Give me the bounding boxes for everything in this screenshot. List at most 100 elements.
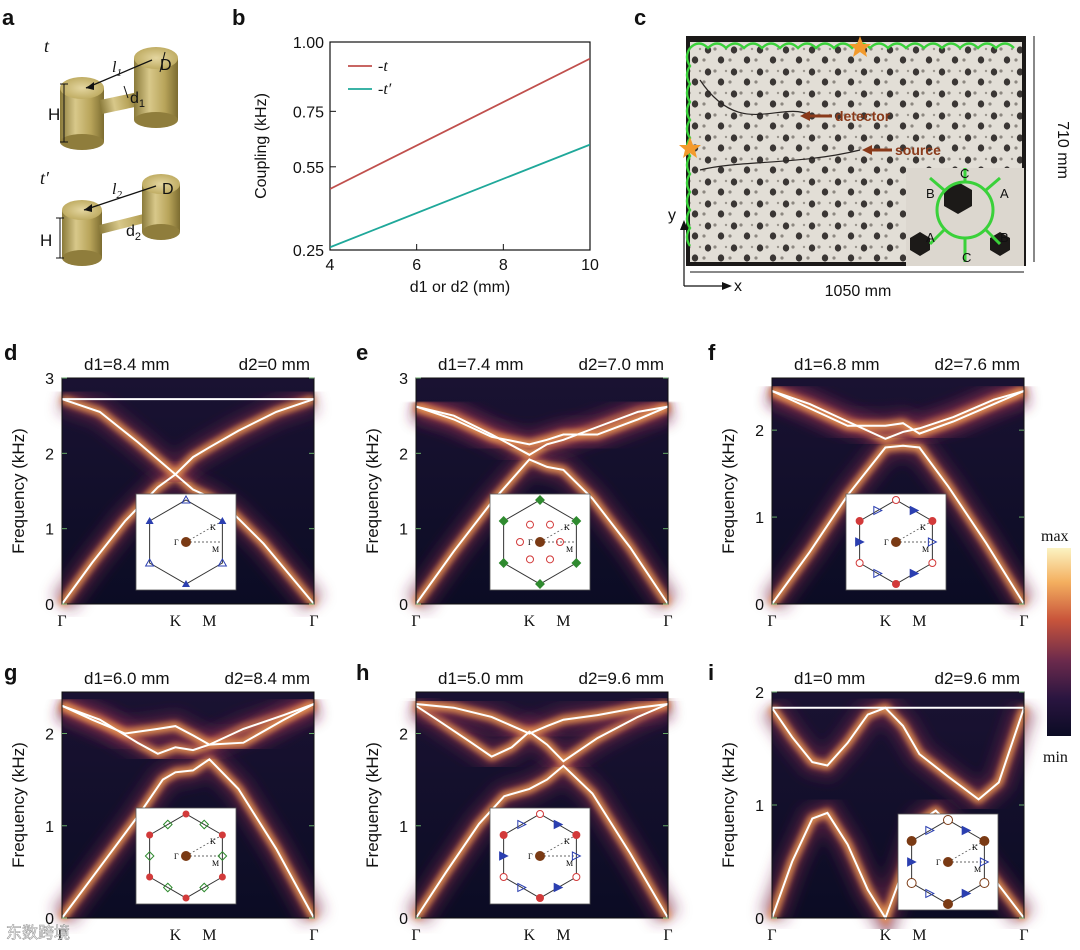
gamma-point — [181, 851, 191, 861]
xtick-label: Γ — [309, 927, 318, 944]
band-structure-panels: d d1=8.4 mm d2=0 mm 0 1 2 3 Γ K M Γ Frequency (kHz)… — [4, 340, 1037, 948]
ytick-label: 1 — [399, 522, 408, 539]
bz-marker — [943, 899, 953, 909]
site-A-right: A — [1000, 186, 1009, 201]
edge-top — [689, 42, 1015, 50]
bz-marker — [927, 537, 938, 547]
panel-a-letter: a — [2, 5, 15, 30]
ytick-label: 0 — [45, 597, 54, 614]
bz-gamma-label: Γ — [174, 538, 179, 547]
bz-marker — [556, 538, 565, 546]
plot-frame-d — [61, 377, 315, 605]
colorbar-max: max — [1041, 528, 1069, 545]
xtick-label: Γ — [767, 927, 776, 944]
ylabel-h: Frequency (kHz) — [363, 742, 382, 868]
l2-label: l2 — [112, 181, 122, 201]
site-C-top: C — [960, 166, 969, 181]
bz-marker — [961, 888, 972, 899]
xtick-label: M — [202, 927, 216, 944]
colorbar-gradient — [1047, 548, 1071, 736]
bz-marker — [892, 496, 900, 504]
title-right-g: d2=8.4 mm — [224, 669, 310, 688]
source-label: source — [895, 142, 941, 158]
panel-d: d d1=8.4 mm d2=0 mm 0 1 2 3 Γ K M Γ Frequency (kHz)… — [4, 340, 324, 630]
panel-a: a t H l1 D d1 t′ — [2, 5, 180, 266]
bz-marker — [499, 873, 508, 881]
title-left-d: d1=8.4 mm — [84, 355, 170, 374]
b-x-ticks: 4 6 8 10 — [326, 244, 599, 274]
panel-d-letter: d — [4, 340, 17, 365]
bz-marker — [571, 558, 582, 568]
xtick-label: K — [880, 927, 892, 944]
H-label-bottom: H — [40, 231, 52, 250]
ytick-label: 2 — [45, 727, 54, 744]
legend-t: -t — [378, 58, 388, 75]
plot-frame-g — [61, 691, 315, 919]
bz-gamma-label: Γ — [936, 858, 941, 867]
colorbar-min: min — [1043, 749, 1068, 766]
bz-marker — [182, 580, 190, 587]
ylabel-d: Frequency (kHz) — [9, 428, 28, 554]
H-label-top: H — [48, 105, 60, 124]
site-A-left: A — [926, 230, 935, 245]
tprime-label: t′ — [40, 168, 50, 188]
panel-i-letter: i — [708, 660, 714, 685]
b-legend: -t -t′ — [348, 58, 392, 98]
bz-marker — [572, 873, 581, 881]
bz-marker — [182, 894, 190, 902]
bz-marker — [909, 568, 920, 579]
bz-marker — [855, 537, 865, 547]
bz-marker — [146, 873, 154, 881]
bz-marker — [925, 888, 935, 899]
bz-marker — [144, 557, 155, 567]
xtick-label: Γ — [663, 613, 672, 630]
title-right-i: d2=9.6 mm — [934, 669, 1020, 688]
bz-marker — [217, 851, 228, 861]
title-left-f: d1=6.8 mm — [794, 355, 880, 374]
panel-i: i d1=0 mm d2=9.6 mm 0 1 2 Γ K M Γ Frequency (kHz) Γ… — [708, 660, 1037, 948]
ylabel-e: Frequency (kHz) — [363, 428, 382, 554]
b-xtick-label: 8 — [499, 257, 508, 274]
unit-cell-inset: C B A A B C — [906, 166, 1024, 266]
panel-c: c detector source C B A — [634, 5, 1071, 300]
ytick-label: 1 — [45, 522, 54, 539]
band-line-0 — [61, 473, 315, 605]
bz-marker — [855, 517, 864, 525]
bz-k-label: K — [564, 837, 570, 846]
bz-marker — [571, 516, 582, 526]
bz-gamma-label: Γ — [528, 538, 533, 547]
title-right-f: d2=7.6 mm — [934, 355, 1020, 374]
connector-top — [98, 91, 142, 115]
bz-marker — [199, 882, 210, 893]
bz-marker — [499, 851, 509, 861]
legend-tprime: -t′ — [378, 81, 392, 98]
xtick-label: M — [912, 613, 926, 630]
xtick-label: M — [912, 927, 926, 944]
title-right-d: d2=0 mm — [239, 355, 310, 374]
bz-gamma-label: Γ — [528, 852, 533, 861]
axis-y-label: y — [668, 207, 676, 224]
bz-m-label: M — [566, 545, 573, 554]
D-label-top: D — [160, 57, 172, 74]
bz-marker — [515, 538, 524, 546]
bz-marker — [907, 857, 917, 867]
bz-marker — [553, 882, 564, 893]
xtick-label: K — [524, 613, 536, 630]
bz-inset-box — [489, 493, 591, 591]
dimer-top: H l1 D d1 — [48, 47, 178, 150]
bz-marker — [525, 555, 534, 564]
xtick-label: M — [202, 613, 216, 630]
bz-marker — [218, 831, 226, 839]
bz-marker — [979, 857, 990, 867]
band-line-2 — [61, 703, 315, 746]
bz-m-label: M — [212, 859, 219, 868]
title-left-h: d1=5.0 mm — [438, 669, 524, 688]
site-B-left: B — [926, 186, 935, 201]
panel-e-letter: e — [356, 340, 368, 365]
title-right-e: d2=7.0 mm — [578, 355, 664, 374]
xtick-label: Γ — [767, 613, 776, 630]
ytick-label: 0 — [755, 597, 764, 614]
gamma-point — [535, 537, 545, 547]
bz-marker — [525, 520, 534, 529]
detector-label: detector — [835, 108, 891, 124]
